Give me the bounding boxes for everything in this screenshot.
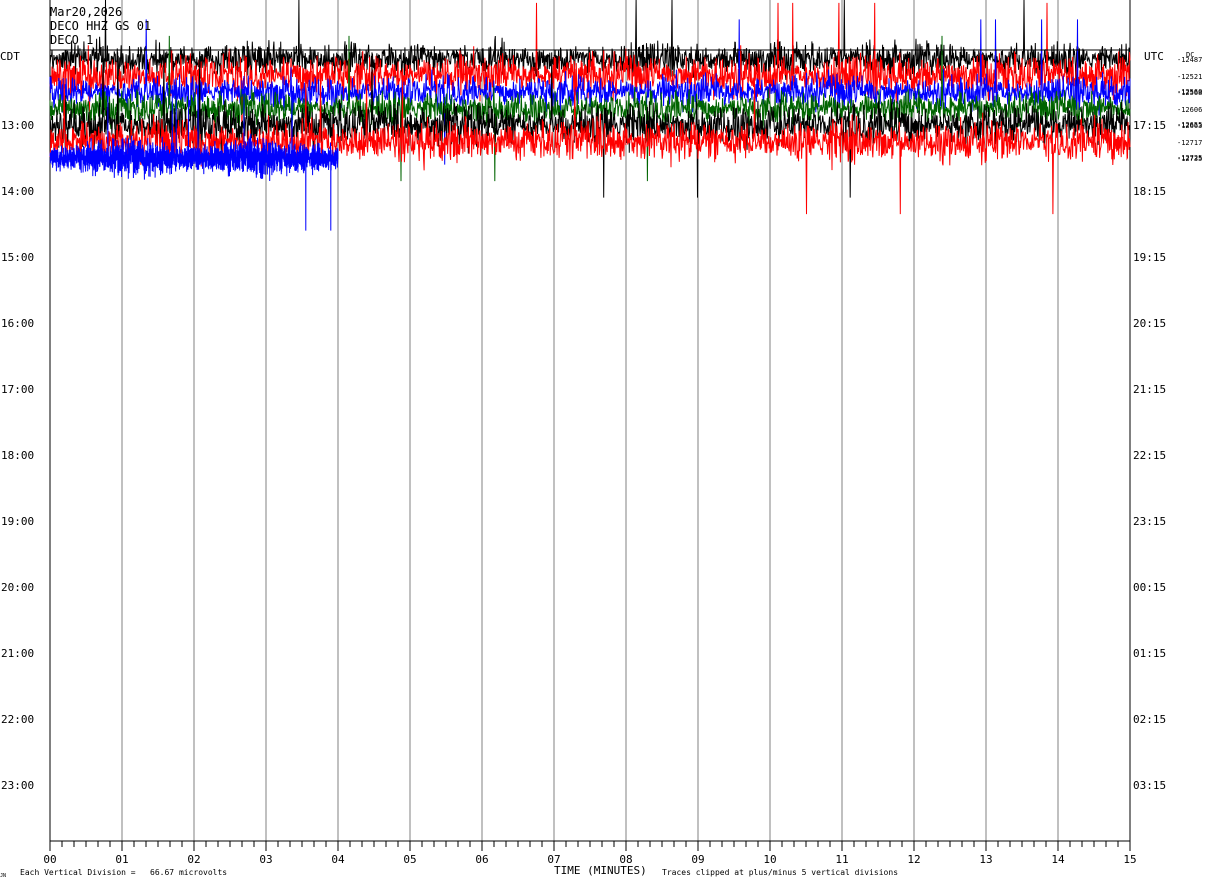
x-tick-label: 00 — [43, 853, 56, 866]
x-tick-label: 13 — [979, 853, 992, 866]
row-label-local: 16:00 — [1, 317, 34, 330]
footer-division: Each Vertical Division = 66.67 microvolt… — [20, 868, 227, 877]
dc-value: -12725 — [1177, 154, 1202, 162]
row-label-utc: 03:15 — [1133, 779, 1166, 792]
x-tick-label: 04 — [331, 853, 345, 866]
header-station: DECO HHZ GS 01 — [50, 19, 151, 33]
x-tick-label: 10 — [763, 853, 776, 866]
seismic-trace — [49, 2, 1131, 149]
seismic-traces — [49, 0, 1131, 231]
seismic-trace — [49, 0, 1131, 132]
seismic-trace — [49, 19, 1131, 165]
row-label-local: 22:00 — [1, 713, 34, 726]
dc-value: -12606 — [1177, 106, 1202, 114]
row-label-local: 15:00 — [1, 251, 34, 264]
row-label-utc: 20:15 — [1133, 317, 1166, 330]
header-date: Mar20,2026 — [50, 5, 122, 19]
row-label-local: 18:00 — [1, 449, 34, 462]
dc-header: DC — [1186, 51, 1194, 59]
row-label-utc: 02:15 — [1133, 713, 1166, 726]
x-tick-label: 07 — [547, 853, 560, 866]
x-axis: 00 01 02 03 04 05 06 07 08 09 10 11 12 13 14 15 — [43, 840, 1137, 866]
dc-value: -12487 — [1177, 56, 1202, 64]
row-time-labels: 13:00 17:15 14:00 18:15 15:00 19:15 16:00 20:15… — [1, 119, 1166, 792]
x-tick-label: 11 — [835, 853, 848, 866]
row-label-utc: 18:15 — [1133, 185, 1166, 198]
row-label-utc: 21:15 — [1133, 383, 1166, 396]
seismic-trace — [49, 35, 1131, 182]
seismic-trace — [49, 68, 1131, 215]
row-label-utc: 19:15 — [1133, 251, 1166, 264]
x-tick-label: 06 — [475, 853, 488, 866]
dc-value: -12560 — [1177, 88, 1202, 96]
row-label-local: 23:00 — [1, 779, 34, 792]
x-tick-label: 05 — [403, 853, 416, 866]
left-timezone-label: CDT — [0, 50, 20, 63]
row-label-utc: 23:15 — [1133, 515, 1166, 528]
dc-value: -12735 — [1177, 155, 1202, 163]
x-axis-title: TIME (MINUTES) — [554, 864, 647, 877]
row-label-utc: 17:15 — [1133, 119, 1166, 132]
x-tick-label: 15 — [1123, 853, 1136, 866]
dc-offset-values: -12487 -12521 -12560-12568 -12606 -12655-126… — [1177, 56, 1202, 163]
row-label-utc: 01:15 — [1133, 647, 1166, 660]
row-label-local: 17:00 — [1, 383, 34, 396]
row-label-utc: 22:15 — [1133, 449, 1166, 462]
row-label-utc: 00:15 — [1133, 581, 1166, 594]
header-line3: DECO 1 — [50, 33, 93, 47]
right-timezone-label: UTC — [1144, 50, 1164, 63]
x-tick-label: 01 — [115, 853, 128, 866]
x-tick-label: 12 — [907, 853, 920, 866]
x-tick-label: 08 — [619, 853, 632, 866]
dc-value: -12717 — [1177, 139, 1202, 147]
seismic-trace — [49, 52, 1131, 198]
row-label-local: 20:00 — [1, 581, 34, 594]
seismic-trace — [49, 85, 339, 231]
x-tick-label: 03 — [259, 853, 272, 866]
dc-value: -12568 — [1177, 89, 1202, 97]
row-label-local: 14:00 — [1, 185, 34, 198]
dc-value: -12521 — [1177, 73, 1202, 81]
dc-value: -12663 — [1177, 122, 1202, 130]
x-tick-label: 09 — [691, 853, 704, 866]
x-tick-label: 14 — [1051, 853, 1065, 866]
row-label-local: 21:00 — [1, 647, 34, 660]
row-label-local: 13:00 — [1, 119, 34, 132]
row-label-local: 19:00 — [1, 515, 34, 528]
x-tick-label: 02 — [187, 853, 200, 866]
dc-value: -12655 — [1177, 121, 1202, 129]
footer-clip: Traces clipped at plus/minus 5 vertical … — [662, 868, 898, 877]
footer-corner: JN — [0, 873, 6, 879]
